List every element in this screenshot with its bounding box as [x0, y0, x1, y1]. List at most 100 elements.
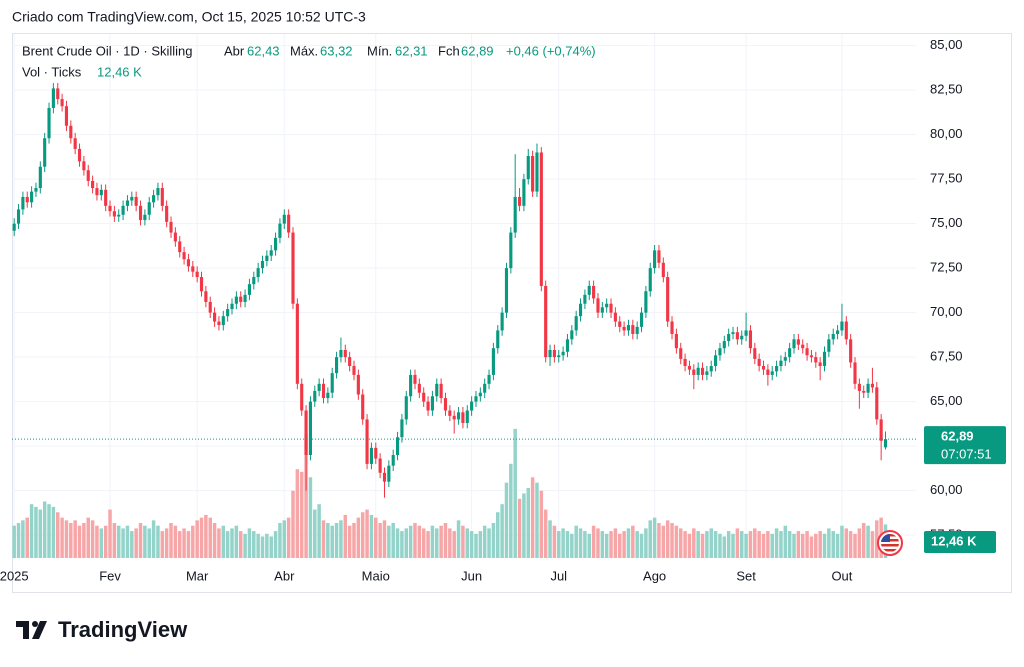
candle-body — [836, 330, 840, 334]
candle-body — [21, 196, 25, 210]
volume-bar — [252, 531, 256, 558]
volume-bar — [121, 528, 125, 558]
volume-bar — [726, 531, 731, 558]
volume-bar — [844, 528, 849, 558]
candle-body — [539, 152, 543, 286]
candle-body — [504, 268, 509, 313]
volume-bar — [16, 523, 21, 558]
candle-body — [313, 390, 317, 402]
candle-body — [483, 383, 487, 393]
candle-body — [862, 390, 866, 393]
flag-icon — [877, 530, 903, 556]
candle-body — [722, 341, 726, 349]
volume-bar — [103, 525, 108, 558]
volume-bar — [29, 504, 34, 558]
volume-bar — [848, 531, 853, 558]
candle-body — [522, 179, 526, 206]
volume-bar — [34, 506, 38, 558]
volume-bar — [125, 525, 130, 558]
volume-bar — [439, 525, 443, 558]
volume-bar — [195, 520, 199, 558]
volume-legend: Vol · Ticks — [22, 64, 82, 79]
volume-bar — [435, 528, 439, 558]
candle-body — [208, 301, 212, 313]
volume-bar — [295, 469, 300, 558]
volume-bar — [260, 536, 265, 558]
candle-body — [213, 312, 217, 322]
candle-body — [544, 285, 548, 358]
candle-body — [108, 205, 112, 212]
candle-body — [365, 419, 369, 464]
candle-body — [60, 99, 64, 107]
candle-body — [12, 223, 16, 231]
candle-body — [443, 398, 448, 411]
volume-bar — [234, 525, 239, 558]
volume-bar — [116, 525, 121, 558]
candle-body — [822, 351, 827, 367]
volume-bar — [378, 523, 382, 558]
candle-body — [247, 284, 252, 295]
volume-bar — [352, 523, 356, 558]
volume-bar — [99, 528, 104, 558]
candle-body — [548, 350, 552, 358]
candle-body — [526, 156, 530, 180]
y-tick-label: 65,00 — [930, 393, 963, 408]
candle-body — [112, 211, 116, 217]
candle-body — [426, 401, 430, 411]
volume-bar — [835, 533, 840, 558]
candle-body — [461, 412, 465, 423]
x-tick-label: 2025 — [0, 568, 29, 583]
volume-bar — [265, 533, 269, 558]
volume-bar — [256, 533, 260, 558]
candle-body — [435, 383, 439, 397]
brand-logo — [16, 621, 47, 639]
candle-body — [775, 366, 779, 372]
volume-bar — [696, 531, 700, 558]
candle-body — [561, 351, 565, 356]
volume-bar — [604, 533, 609, 558]
x-tick-label: Out — [831, 568, 852, 583]
x-tick-label: Maio — [362, 568, 390, 583]
volume-bar — [622, 531, 626, 558]
volume-bar — [77, 525, 82, 558]
candle-body — [670, 321, 674, 334]
volume-tag — [924, 531, 996, 553]
volume-bar — [504, 482, 509, 558]
candle-body — [352, 366, 356, 375]
volume-bar — [417, 525, 422, 558]
volume-bar — [56, 512, 60, 558]
volume-bar — [313, 509, 317, 558]
change: +0,46 (+0,74%) — [506, 43, 596, 58]
legend-label: Abr — [224, 43, 245, 58]
candle-body — [696, 367, 700, 375]
candle-body — [801, 344, 805, 349]
candle-body — [578, 303, 583, 317]
candle-body — [718, 348, 722, 356]
volume-bar — [496, 512, 500, 558]
volume-bar — [42, 501, 47, 558]
candle-body — [51, 88, 55, 108]
volume-bar — [404, 528, 409, 558]
y-tick-label: 85,00 — [930, 37, 963, 52]
volume-bar — [12, 525, 16, 558]
volume-bar — [770, 533, 774, 558]
volume-bar — [827, 528, 831, 558]
candle-body — [470, 401, 474, 411]
candle-body — [195, 271, 199, 278]
candle-body — [565, 339, 570, 352]
candle-body — [557, 355, 561, 358]
candle-body — [740, 335, 744, 340]
candle-body — [657, 250, 661, 263]
candle-body — [369, 447, 373, 464]
candle-body — [130, 196, 134, 201]
y-tick-label: 82,50 — [930, 82, 963, 97]
candle-body — [335, 357, 339, 374]
volume-bar — [413, 523, 417, 558]
candle-body — [304, 410, 308, 455]
volume-bar — [565, 531, 570, 558]
candle-body — [805, 348, 809, 356]
volume-bar — [739, 531, 744, 558]
candle-body — [735, 332, 739, 340]
volume-bar — [805, 531, 809, 558]
